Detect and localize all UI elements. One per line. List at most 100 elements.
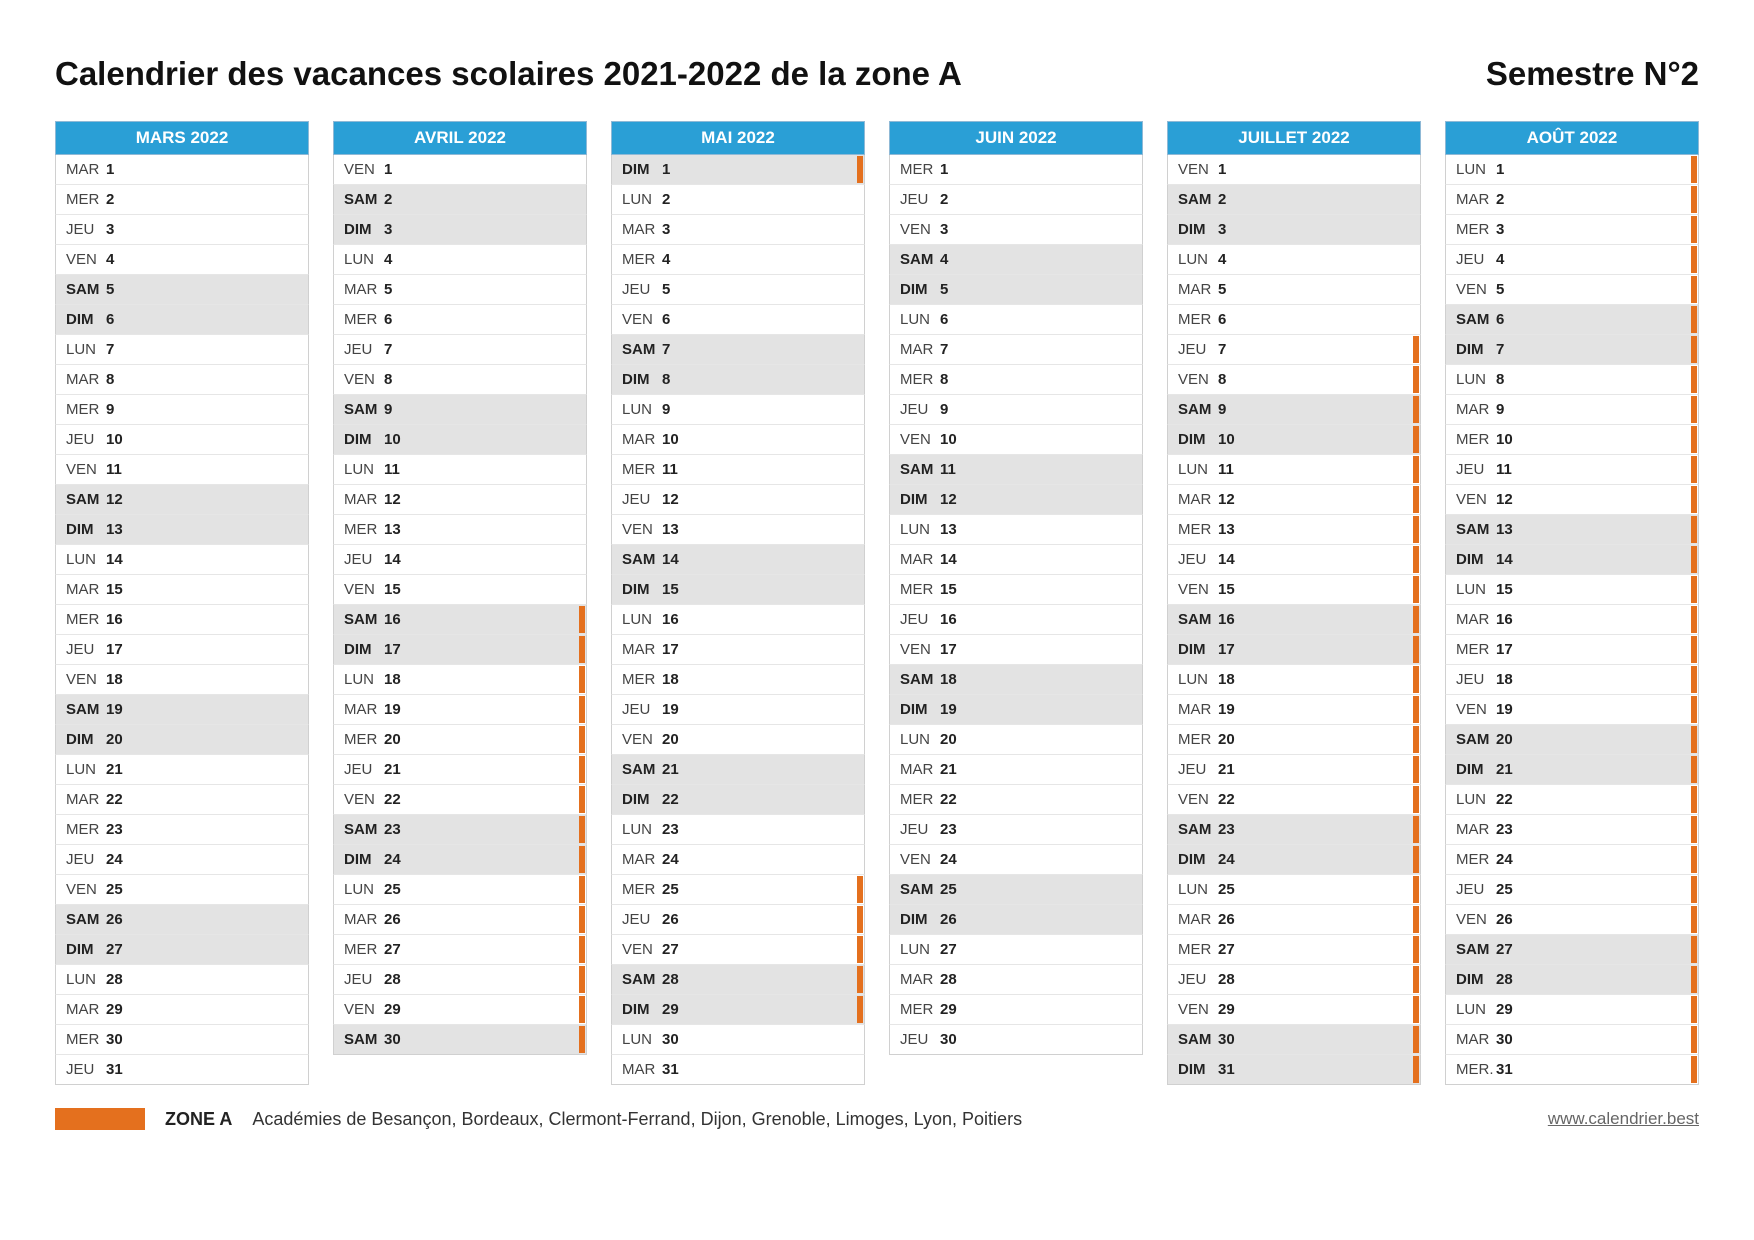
day-number: 24: [662, 851, 694, 868]
day-of-week: DIM: [334, 851, 384, 868]
day-number: 23: [384, 821, 416, 838]
day-number: 16: [106, 611, 138, 628]
day-of-week: MAR: [612, 1061, 662, 1078]
day-row: SAM18: [889, 665, 1143, 695]
day-number: 15: [1218, 581, 1250, 598]
month-header: AOÛT 2022: [1445, 121, 1699, 155]
day-of-week: DIM: [1168, 641, 1218, 658]
day-number: 11: [384, 461, 416, 478]
day-number: 14: [106, 551, 138, 568]
day-number: 6: [1218, 311, 1250, 328]
day-of-week: MAR: [890, 761, 940, 778]
day-number: 29: [940, 1001, 972, 1018]
day-of-week: SAM: [334, 191, 384, 208]
day-number: 22: [106, 791, 138, 808]
holiday-marker: [579, 846, 585, 873]
day-row: LUN27: [889, 935, 1143, 965]
day-number: 15: [1496, 581, 1528, 598]
day-row: MER29: [889, 995, 1143, 1025]
day-of-week: SAM: [612, 551, 662, 568]
day-of-week: SAM: [890, 251, 940, 268]
day-number: 8: [384, 371, 416, 388]
day-number: 27: [940, 941, 972, 958]
day-number: 13: [1496, 521, 1528, 538]
day-row: JEU10: [55, 425, 309, 455]
day-of-week: LUN: [890, 941, 940, 958]
day-number: 2: [1218, 191, 1250, 208]
site-link[interactable]: www.calendrier.best: [1548, 1109, 1699, 1129]
day-number: 22: [1496, 791, 1528, 808]
month-column: JUIN 2022MER1JEU2VEN3SAM4DIM5LUN6MAR7MER…: [889, 121, 1143, 1085]
day-of-week: SAM: [1446, 521, 1496, 538]
day-row: MER13: [333, 515, 587, 545]
month-column: JUILLET 2022VEN1SAM2DIM3LUN4MAR5MER6JEU7…: [1167, 121, 1421, 1085]
day-of-week: LUN: [56, 551, 106, 568]
day-of-week: LUN: [334, 671, 384, 688]
day-row: MAR26: [333, 905, 587, 935]
day-number: 17: [1218, 641, 1250, 658]
day-row: VEN1: [333, 155, 587, 185]
day-of-week: LUN: [1168, 881, 1218, 898]
day-of-week: MAR: [56, 581, 106, 598]
day-of-week: VEN: [1168, 371, 1218, 388]
day-number: 5: [1218, 281, 1250, 298]
day-of-week: MAR: [1446, 821, 1496, 838]
day-row: MER17: [1445, 635, 1699, 665]
holiday-marker: [1413, 666, 1419, 693]
day-of-week: VEN: [1168, 161, 1218, 178]
holiday-marker: [1691, 366, 1697, 393]
day-number: 28: [1496, 971, 1528, 988]
day-of-week: DIM: [1168, 1061, 1218, 1078]
day-row: MER23: [55, 815, 309, 845]
day-of-week: SAM: [1168, 191, 1218, 208]
day-number: 3: [1496, 221, 1528, 238]
day-row: MAR21: [889, 755, 1143, 785]
day-of-week: LUN: [612, 611, 662, 628]
day-row: JEU7: [1167, 335, 1421, 365]
holiday-marker: [1691, 786, 1697, 813]
day-number: 9: [940, 401, 972, 418]
day-of-week: SAM: [56, 701, 106, 718]
day-row: MAR26: [1167, 905, 1421, 935]
day-number: 11: [1496, 461, 1528, 478]
day-of-week: VEN: [612, 521, 662, 538]
day-row: LUN29: [1445, 995, 1699, 1025]
day-of-week: SAM: [612, 761, 662, 778]
day-number: 25: [1496, 881, 1528, 898]
holiday-marker: [1413, 726, 1419, 753]
day-of-week: VEN: [890, 431, 940, 448]
holiday-marker: [1691, 906, 1697, 933]
day-of-week: VEN: [334, 371, 384, 388]
day-number: 16: [940, 611, 972, 628]
day-row: MER9: [55, 395, 309, 425]
day-of-week: MAR: [56, 1001, 106, 1018]
day-number: 23: [940, 821, 972, 838]
day-of-week: MAR: [1446, 401, 1496, 418]
day-row: MER10: [1445, 425, 1699, 455]
day-number: 30: [1496, 1031, 1528, 1048]
day-number: 24: [106, 851, 138, 868]
day-number: 20: [1218, 731, 1250, 748]
day-of-week: MAR: [56, 791, 106, 808]
day-row: VEN3: [889, 215, 1143, 245]
day-of-week: DIM: [56, 941, 106, 958]
holiday-marker: [1413, 696, 1419, 723]
day-row: SAM12: [55, 485, 309, 515]
day-of-week: DIM: [612, 1001, 662, 1018]
day-row: DIM10: [333, 425, 587, 455]
day-of-week: MER: [612, 251, 662, 268]
day-number: 21: [106, 761, 138, 778]
day-number: 15: [662, 581, 694, 598]
day-of-week: SAM: [334, 401, 384, 418]
day-of-week: JEU: [890, 821, 940, 838]
day-row: SAM25: [889, 875, 1143, 905]
holiday-marker: [1691, 756, 1697, 783]
day-row: VEN12: [1445, 485, 1699, 515]
day-number: 4: [1218, 251, 1250, 268]
day-number: 30: [940, 1031, 972, 1048]
day-row: JEU14: [333, 545, 587, 575]
day-row: MAR2: [1445, 185, 1699, 215]
day-number: 10: [1496, 431, 1528, 448]
holiday-marker: [1413, 396, 1419, 423]
holiday-marker: [579, 786, 585, 813]
